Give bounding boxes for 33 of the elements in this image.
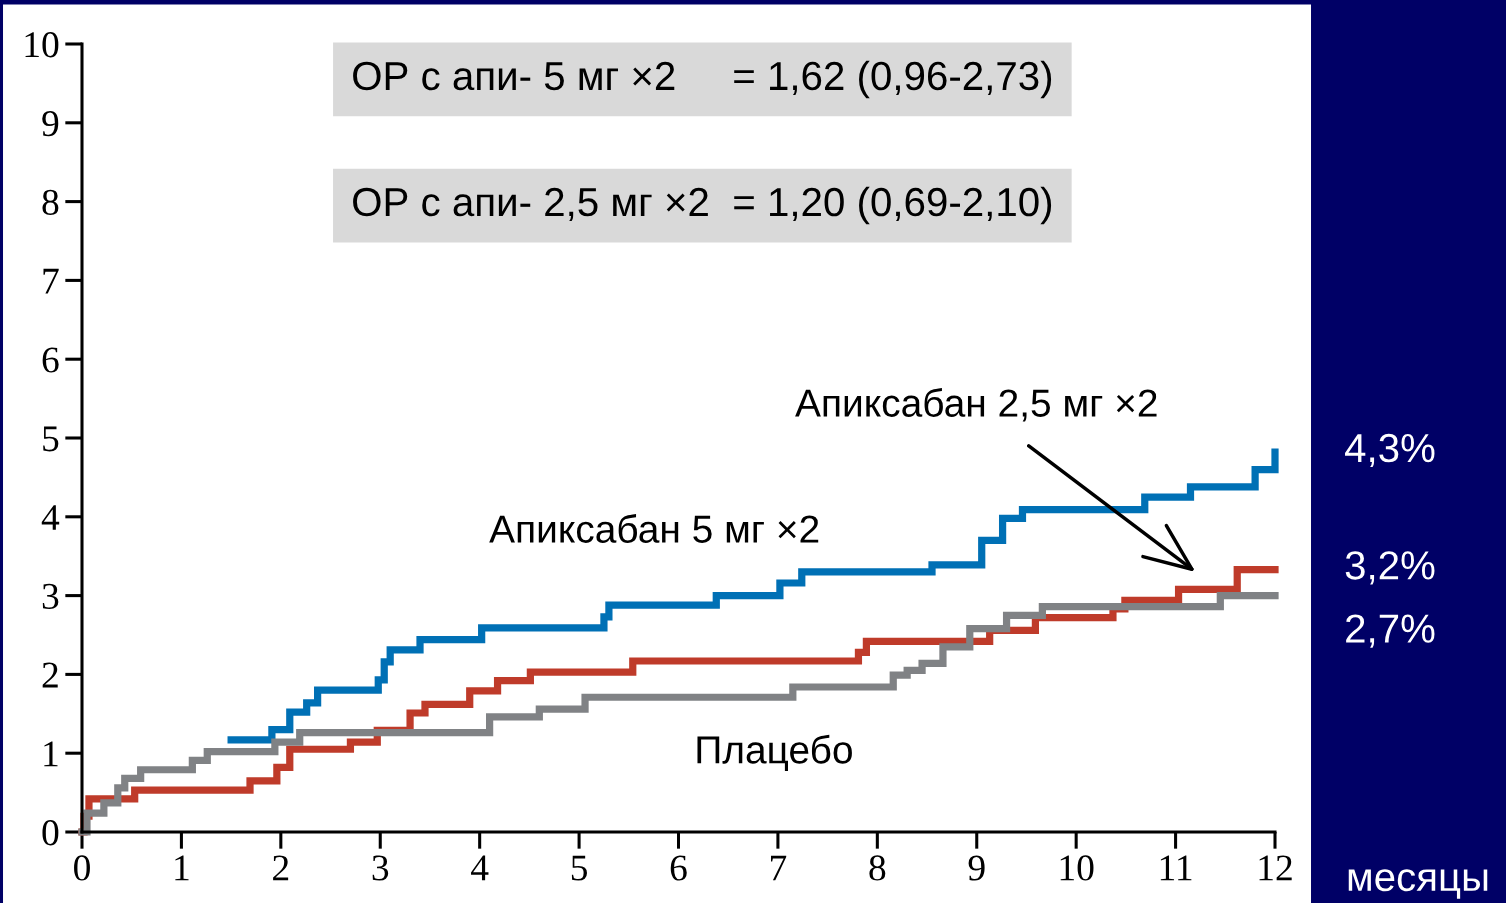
series-label: Плацебо: [697, 734, 852, 772]
y-tick-label: 4: [41, 505, 60, 530]
x-axis-title: месяцы: [1348, 869, 1488, 899]
text: 2,7%: [1346, 614, 1435, 648]
annotation: ОР с апи- 2,5 мг ×2 = 1,20 (0,69-2,10): [353, 186, 1052, 225]
y-tick-label: 3: [42, 583, 59, 609]
text: 4,3%: [1345, 433, 1435, 468]
text: 3,2%: [1345, 551, 1435, 585]
x-tick-label: 2: [273, 855, 289, 881]
x-tick-label: 0: [74, 855, 90, 881]
y-tick-label: 10: [25, 32, 59, 58]
y-tick-label: 2: [42, 662, 58, 688]
y-tick-label: 7: [43, 268, 59, 294]
x-tick-label: 5: [571, 855, 587, 881]
annotation: ОР с апи- 5 мг ×2 = 1,62 (0,96-2,73): [353, 60, 1052, 99]
x-tick-label: 3: [372, 855, 389, 881]
text: Апиксабан 2,5 мг ×2: [795, 388, 1157, 422]
x-tick-label: 11: [1160, 855, 1192, 881]
series-label: Апиксабан 5 мг ×2: [489, 514, 819, 543]
x-tick-label: 1: [175, 855, 189, 881]
x-tick-label: 7: [771, 855, 787, 881]
y-tick-label: 9: [42, 110, 59, 137]
x-tick-label: 10: [1060, 855, 1094, 881]
x-tick-label: 8: [869, 855, 886, 881]
x-tick-label: 9: [968, 855, 985, 881]
x-tick-label: 4: [471, 855, 489, 881]
y-tick-label: 5: [43, 426, 59, 452]
x-tick-label: 6: [670, 855, 687, 881]
y-tick-label: 1: [44, 741, 58, 767]
y-tick-label: 6: [42, 347, 59, 373]
y-tick-label: 0: [42, 820, 59, 846]
x-tick-label: 12: [1259, 855, 1292, 881]
y-tick-label: 8: [42, 189, 59, 215]
